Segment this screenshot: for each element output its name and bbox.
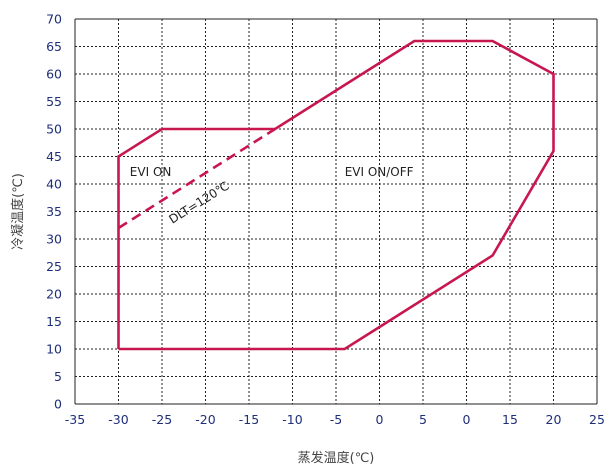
y-tick-label: 15	[46, 314, 62, 329]
y-tick-label: 55	[46, 94, 62, 109]
x-tick-labels: -35 -30 -25 -20 -15 -10 -5 0 5 0 15 20 25	[65, 412, 605, 427]
x-tick-label: -20	[195, 412, 215, 427]
x-tick-label: -10	[282, 412, 302, 427]
annotation-label: DLT=120℃	[166, 179, 231, 227]
y-axis-title: 冷凝温度(℃)	[10, 173, 26, 250]
y-tick-label: 20	[46, 287, 62, 302]
annotations: EVI ON EVI ON/OFF DLT=120℃	[130, 165, 414, 227]
y-tick-label: 25	[46, 259, 62, 274]
series-marks	[117, 39, 555, 351]
x-tick-label: 20	[546, 412, 562, 427]
x-tick-label: -25	[152, 412, 172, 427]
y-tick-label: 50	[46, 122, 62, 137]
y-tick-label: 10	[46, 342, 62, 357]
y-tick-label: 0	[54, 397, 62, 412]
y-tick-label: 30	[46, 232, 62, 247]
x-tick-label: 5	[419, 412, 427, 427]
y-tick-label: 65	[46, 39, 62, 54]
x-tick-label: 25	[589, 412, 605, 427]
x-axis-title: 蒸发温度(℃)	[298, 450, 375, 466]
annotation-label: EVI ON	[130, 165, 172, 179]
y-tick-label: 60	[46, 67, 62, 82]
y-tick-label: 5	[54, 369, 62, 384]
y-tick-label: 45	[46, 149, 62, 164]
x-tick-label: -30	[108, 412, 128, 427]
envelope-line	[117, 39, 555, 351]
x-tick-label: -35	[65, 412, 85, 427]
x-tick-label: 0	[376, 412, 384, 427]
y-tick-label: 35	[46, 204, 62, 219]
x-tick-label: 15	[502, 412, 518, 427]
y-tick-label: 70	[46, 12, 62, 27]
x-tick-label: -5	[330, 412, 342, 427]
x-tick-label: 0	[463, 412, 471, 427]
annotation-label: EVI ON/OFF	[345, 165, 414, 179]
x-tick-label: -15	[239, 412, 259, 427]
y-tick-label: 40	[46, 177, 62, 192]
y-tick-labels: 0 5 10 15 20 25 30 35 40 45 50 55 60 65 70	[46, 12, 62, 412]
